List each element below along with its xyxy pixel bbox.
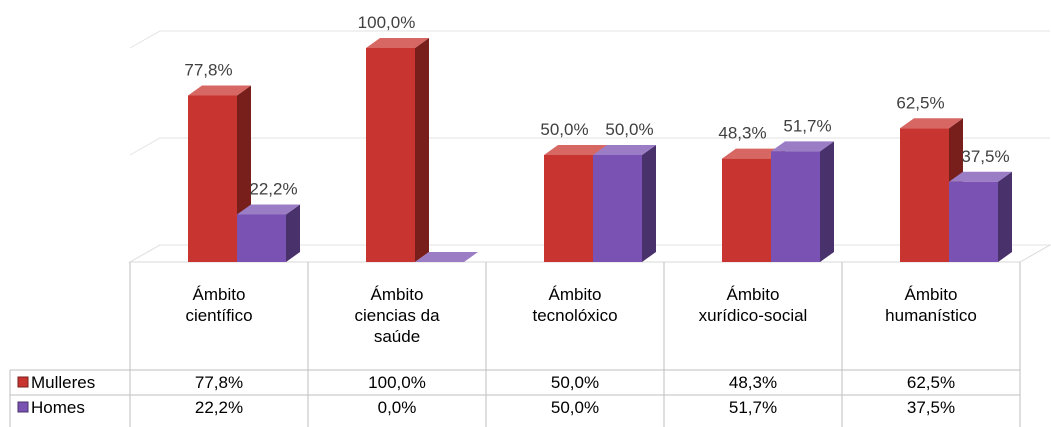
- bar-top: [188, 85, 251, 96]
- bar: [544, 155, 593, 262]
- table-value: 22,2%: [194, 398, 244, 417]
- data-label: 51,7%: [783, 116, 831, 135]
- legend-label: Homes: [31, 398, 85, 417]
- legend-marker: [17, 376, 29, 388]
- bar: [771, 151, 820, 262]
- bar: [722, 158, 771, 262]
- table-value: 100,0%: [368, 373, 426, 392]
- table-value: 48,3%: [728, 373, 778, 392]
- bar-top: [900, 118, 963, 129]
- table-value: 37,5%: [906, 398, 956, 417]
- data-label: 50,0%: [540, 120, 588, 139]
- bar-top: [366, 38, 429, 48]
- bar: [188, 95, 237, 263]
- bar-top: [771, 141, 834, 152]
- data-label: 62,5%: [896, 93, 944, 112]
- table-value: 51,7%: [728, 398, 778, 417]
- data-label: 37,5%: [961, 147, 1009, 166]
- bar-side: [820, 141, 834, 262]
- bar-top: [544, 145, 607, 155]
- data-label: 22,2%: [249, 179, 297, 198]
- bar-side: [642, 145, 656, 262]
- bar-side: [415, 38, 429, 262]
- data-label: 48,3%: [718, 124, 766, 143]
- bar-side: [286, 204, 300, 262]
- bar: [237, 214, 286, 262]
- bar-top: [593, 145, 656, 155]
- table-value: 62,5%: [906, 373, 956, 392]
- bar: [900, 128, 949, 262]
- data-label: 50,0%: [605, 120, 653, 139]
- table-value: 77,8%: [194, 373, 244, 392]
- table-value: 50,0%: [550, 398, 600, 417]
- legend-label: Mulleres: [31, 373, 96, 392]
- bar-top: [415, 252, 478, 262]
- bar: [593, 155, 642, 262]
- grid-line: [129, 30, 1050, 49]
- category-label: Ámbito tecnolóxico: [532, 285, 618, 325]
- bar-top: [949, 171, 1012, 182]
- bar: [949, 181, 998, 262]
- category-label: Ámbito xurídico-social: [698, 285, 808, 325]
- bar-top: [237, 204, 300, 215]
- data-label: 77,8%: [184, 61, 232, 80]
- data-label: 100,0%: [358, 13, 416, 32]
- legend-marker: [17, 401, 29, 413]
- category-label: Ámbito científico: [185, 285, 253, 325]
- table-value: 0,0%: [377, 398, 417, 417]
- bar-side: [998, 171, 1012, 262]
- grid-line: [129, 137, 1050, 156]
- table-value: 50,0%: [550, 373, 600, 392]
- category-label: Ámbito ciencias da saúde: [354, 285, 440, 346]
- category-label: Ámbito humanístico: [885, 285, 977, 325]
- bar-top: [722, 148, 785, 159]
- bar: [366, 48, 415, 262]
